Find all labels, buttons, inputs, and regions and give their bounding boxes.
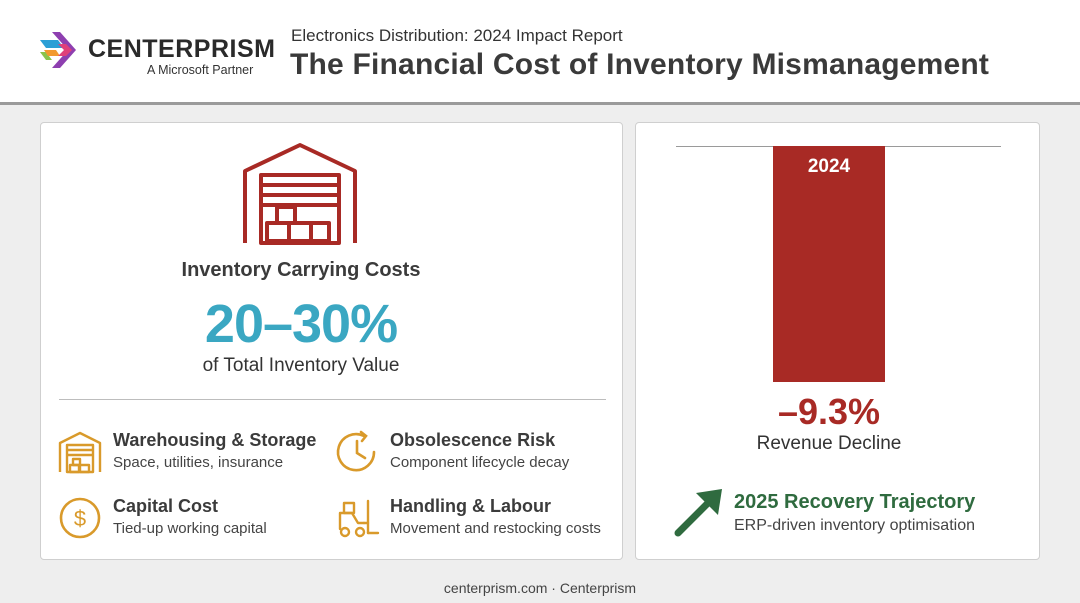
recovery-title: 2025 Recovery Trajectory <box>734 491 976 513</box>
revenue-bar <box>773 146 885 382</box>
brand-name: CENTERPRISM <box>88 35 276 63</box>
arrow-up-right-icon <box>674 489 722 537</box>
carrying-costs-card: Inventory Carrying Costs 20–30% of Total… <box>40 122 623 560</box>
bar-label: 2024 <box>807 156 851 177</box>
dollar-icon: $ <box>59 497 101 539</box>
revenue-decline-value: –9.3% <box>777 391 881 432</box>
divider <box>59 399 606 400</box>
factor-desc: Space, utilities, insurance <box>113 454 284 471</box>
factor-desc: Movement and restocking costs <box>390 520 601 537</box>
page-title: The Financial Cost of Inventory Mismanag… <box>290 48 990 81</box>
footer[interactable]: centerprism.com · Centerprism <box>443 580 637 596</box>
clock-icon <box>336 430 376 472</box>
forklift-icon <box>338 499 380 538</box>
factor-title: Capital Cost <box>113 496 219 516</box>
carrying-costs-title: Inventory Carrying Costs <box>181 259 421 281</box>
factor-obsolescence: Obsolescence Risk Component lifecycle de… <box>334 429 614 481</box>
report-subtitle: Electronics Distribution: 2024 Impact Re… <box>291 26 623 45</box>
header: CENTERPRISM A Microsoft Partner Electron… <box>0 0 1080 105</box>
factor-desc: Tied-up working capital <box>113 520 267 537</box>
brand-tagline: A Microsoft Partner <box>147 63 254 77</box>
svg-text:$: $ <box>74 506 86 531</box>
factor-capital: $ Capital Cost Tied-up working capital <box>57 495 337 547</box>
revenue-decline-label: Revenue Decline <box>756 433 902 454</box>
factor-title: Warehousing & Storage <box>113 430 317 450</box>
revenue-card: 2024 –9.3% Revenue Decline 2025 Recovery… <box>635 122 1040 560</box>
recovery-subtitle: ERP-driven inventory optimisation <box>734 517 975 534</box>
factor-desc: Component lifecycle decay <box>390 454 570 471</box>
factor-title: Handling & Labour <box>390 496 551 516</box>
factor-title: Obsolescence Risk <box>390 430 556 450</box>
factor-handling: Handling & Labour Movement and restockin… <box>334 495 614 547</box>
factor-warehousing: Warehousing & Storage Space, utilities, … <box>57 429 337 481</box>
carrying-costs-subtitle: of Total Inventory Value <box>202 355 400 376</box>
warehouse-icon <box>243 143 357 245</box>
brand-logo[interactable]: CENTERPRISM A Microsoft Partner <box>38 28 278 80</box>
centerprism-logo-icon <box>40 32 76 68</box>
carrying-costs-value: 20–30% <box>204 294 398 354</box>
warehouse-icon <box>58 431 102 474</box>
